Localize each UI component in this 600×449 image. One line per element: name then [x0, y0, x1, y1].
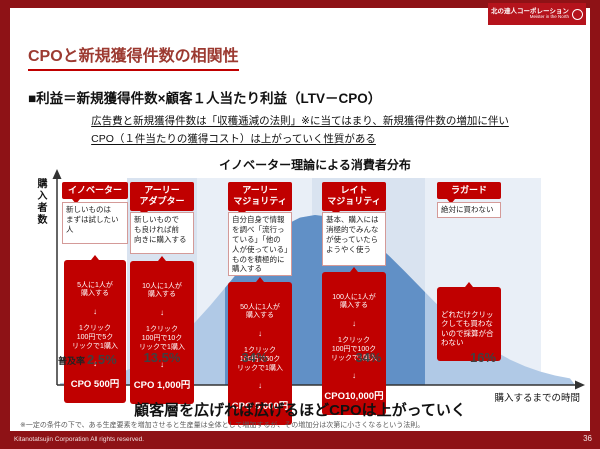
logo-tagline: Meister in the North [529, 14, 569, 20]
speech-tail-icon [447, 199, 455, 205]
category-desc-early-majority: 自分自身で情報を調べ「流行っている」「他の人が使っている」ものを積極的に購入する [228, 212, 292, 276]
speech-tail-icon [256, 277, 264, 282]
down-arrow-icon: ↓ [352, 371, 356, 381]
logo-company-name: 北の達人コーポレーション [491, 7, 569, 15]
callout-step2: 1クリック 100円で10ク リックで1購入 [139, 326, 185, 351]
profit-formula: ■利益＝新規獲得件数×顧客１人当たり利益（LTV－CPO） [28, 91, 382, 106]
category-label-laggard: ラガード [437, 182, 501, 205]
logo-text: 北の達人コーポレーション Meister in the North [491, 8, 569, 20]
lead-line-1: 広告費と新規獲得件数は「収穫逓減の法則」※に当てはまり、新規獲得件数の増加に伴い [91, 115, 509, 127]
page-title: CPOと新規獲得件数の相関性 [28, 42, 239, 71]
down-arrow-icon: ↓ [258, 381, 262, 391]
lead-line-2: CPO（１件当たりの獲得コスト）は上がっていく性質がある [91, 133, 376, 146]
footnote: ※一定の条件の下で、ある生産要素を増加させると生産量は全体として増加するが、その… [20, 422, 425, 429]
category-label-late-majority: レイト マジョリティ [322, 182, 386, 216]
category-label-early-adopter: アーリー アダプター [130, 182, 194, 216]
category-name: ラガード [450, 185, 487, 195]
callout-cpo-value: CPO 500円 [70, 378, 120, 390]
conclusion-statement: 顧客層を広げれば広げるほどCPOは上がっていく [134, 402, 466, 419]
down-arrow-icon: ↓ [93, 306, 97, 316]
speech-tail-icon [72, 199, 80, 205]
share-late-majority: 34% [355, 350, 382, 365]
y-axis-label: 購入者数 [35, 178, 46, 226]
callout-cpo-value: CPO10,000円 [324, 390, 384, 402]
page-number: 36 [583, 434, 592, 443]
callout-step2: 1クリック 100円で5ク リックで1購入 [72, 325, 118, 350]
category-desc-late-majority: 基本、購入には消極的でみんなが使っていたらようやく使う [322, 212, 386, 266]
company-logo: 北の達人コーポレーション Meister in the North [488, 3, 586, 25]
speech-tail-icon [91, 255, 99, 260]
speech-tail-icon [465, 282, 473, 287]
copyright-text: Kitanotatsujin Corporation All rights re… [14, 436, 145, 443]
category-label-early-majority: アーリー マジョリティ [228, 182, 292, 216]
callout-cpo-value: CPO 5,000円 [231, 400, 289, 412]
category-label-innovator: イノベーター [62, 182, 128, 205]
down-arrow-icon: ↓ [258, 328, 262, 338]
category-desc-laggard: 絶対に買わない [437, 202, 501, 218]
category-desc-innovator: 新しいものは まずは試したい人 [62, 202, 128, 244]
category-name: アーリー マジョリティ [233, 185, 287, 207]
share-early-majority: 34% [241, 350, 268, 365]
callout-note: どれだけクリックしても買わないので採算が合わない [441, 309, 494, 347]
down-arrow-icon: ↓ [160, 307, 164, 317]
speech-tail-icon [350, 267, 358, 272]
cpo-callout-innovator: 5人に1人が 購入する ↓ 1クリック 100円で5ク リックで1購入 ↓ CP… [64, 255, 126, 404]
callout-step1: 50人に1人が 購入する [240, 303, 280, 320]
x-axis-label: 購入するまでの時間 [494, 393, 580, 404]
category-desc-early-adopter: 新しいもので も良ければ前 向きに購入する [130, 212, 194, 254]
chart-title: イノベーター理論による消費者分布 [219, 158, 411, 172]
cpo-callout-early-adopter: 10人に1人が 購入する ↓ 1クリック 100円で10ク リックで1購入 ↓ … [130, 256, 194, 405]
speech-tail-icon [158, 256, 166, 261]
lead-paragraph: 広告費と新規獲得件数は「収穫逓減の法則」※に当てはまり、新規獲得件数の増加に伴い… [10, 112, 590, 149]
callout-cpo-value: CPO 1,000円 [133, 379, 191, 391]
lead-paragraph-text: 広告費と新規獲得件数は「収穫逓減の法則」※に当てはまり、新規獲得件数の増加に伴い… [91, 112, 509, 149]
callout-step1: 100人に1人が 購入する [332, 293, 376, 310]
adoption-rate-label: 普及率 [58, 356, 86, 366]
callout-step1: 10人に1人が 購入する [142, 282, 182, 299]
down-arrow-icon: ↓ [352, 318, 356, 328]
category-name: アーリー アダプター [139, 185, 185, 207]
logo-emblem-icon [572, 8, 583, 20]
share-laggard: 16% [469, 350, 497, 365]
callout-step1: 5人に1人が 購入する [77, 281, 113, 298]
share-value: 2.5% [87, 352, 117, 367]
share-early-adopter: 13.5% [143, 350, 181, 365]
share-innovator: 普及率 2.5% [58, 352, 117, 367]
cpo-callout-late-majority: 100人に1人が 購入する ↓ 1クリック 100円で100ク リックで1購入 … [322, 267, 386, 416]
category-name: レイト マジョリティ [327, 185, 381, 207]
category-name: イノベーター [67, 185, 122, 195]
